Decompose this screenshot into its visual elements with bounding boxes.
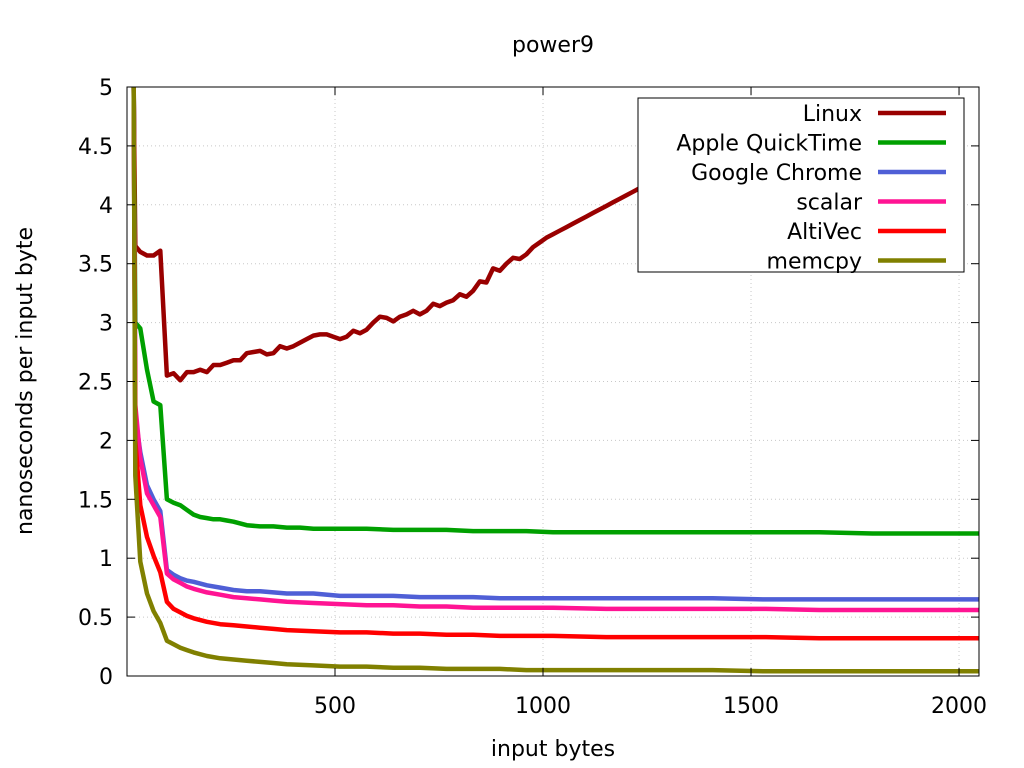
axis-ticks: 0 0.5 1 1.5 2 2.5 3 3.5 4 4.5 5 500 1000 1500 2000 — [78, 76, 987, 719]
y-tick-label: 4.5 — [78, 135, 113, 160]
x-axis-label: input bytes — [491, 737, 615, 762]
legend-label-memcpy: memcpy — [767, 250, 862, 275]
legend-label-apple-quicktime: Apple QuickTime — [676, 132, 862, 157]
series-line-memcpy — [131, 87, 979, 674]
y-tick-label: 2.5 — [78, 371, 113, 396]
legend-label-scalar: scalar — [796, 191, 863, 216]
series-line-altivec — [131, 87, 979, 641]
x-tick-label: 1500 — [723, 694, 779, 719]
y-tick-label: 5 — [99, 76, 113, 101]
y-tick-label: 0 — [99, 665, 113, 690]
y-tick-label: 1 — [99, 547, 113, 572]
x-tick-label: 500 — [314, 694, 356, 719]
legend-label-linux: Linux — [803, 102, 862, 127]
y-tick-label: 0.5 — [78, 606, 113, 631]
series-line-apple-quicktime — [131, 87, 979, 536]
chart-title: power9 — [512, 33, 594, 58]
plot-area — [131, 87, 979, 674]
y-tick-label: 3.5 — [78, 253, 113, 278]
y-tick-label: 2 — [99, 429, 113, 454]
series-line-scalar — [131, 87, 979, 613]
legend-box — [637, 97, 965, 273]
x-tick-label: 2000 — [931, 694, 987, 719]
y-tick-label: 4 — [99, 194, 113, 219]
x-tick-label: 1000 — [515, 694, 571, 719]
legend-label-altivec: AltiVec — [787, 220, 862, 245]
y-tick-label: 3 — [99, 312, 113, 337]
legend: Linux Apple QuickTime Google Chrome scalar A… — [637, 97, 965, 275]
y-axis-label: nanoseconds per input byte — [13, 227, 38, 535]
legend-label-google-chrome: Google Chrome — [691, 161, 862, 186]
y-tick-label: 1.5 — [78, 488, 113, 513]
